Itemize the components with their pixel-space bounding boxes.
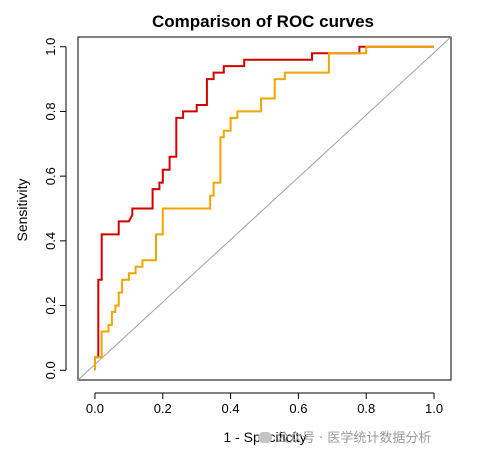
y-tick-label: 0.8 — [43, 102, 58, 120]
x-tick-label: 0.0 — [86, 401, 104, 416]
y-axis: 0.0 0.2 0.4 0.6 0.8 1.0 — [43, 38, 67, 379]
wechat-icon — [258, 432, 272, 443]
y-tick-label: 0.0 — [43, 361, 58, 379]
plot-area — [77, 36, 452, 381]
y-tick-label: 0.2 — [43, 297, 58, 315]
y-axis-label: Sensitivity — [14, 178, 30, 241]
watermark-text: 公众号 · 医学统计数据分析 — [276, 431, 432, 446]
roc-curve-1 — [94, 45, 434, 371]
roc-curve-2 — [94, 45, 434, 371]
x-tick-label: 0.4 — [222, 401, 240, 416]
plot-frame — [77, 36, 452, 381]
x-tick-label: 0.8 — [357, 401, 375, 416]
y-tick-label: 1.0 — [43, 38, 58, 56]
watermark: 公众号 · 医学统计数据分析 — [258, 427, 431, 446]
x-axis: 0.0 0.2 0.4 0.6 0.8 1.0 — [86, 392, 443, 416]
x-tick-label: 0.2 — [154, 401, 172, 416]
x-tick-label: 0.6 — [289, 401, 307, 416]
y-tick-label: 0.4 — [43, 232, 58, 250]
chart-title: Comparison of ROC curves — [152, 12, 374, 31]
reference-diagonal-line — [77, 36, 452, 381]
x-tick-label: 1.0 — [425, 401, 443, 416]
y-tick-label: 0.6 — [43, 167, 58, 185]
